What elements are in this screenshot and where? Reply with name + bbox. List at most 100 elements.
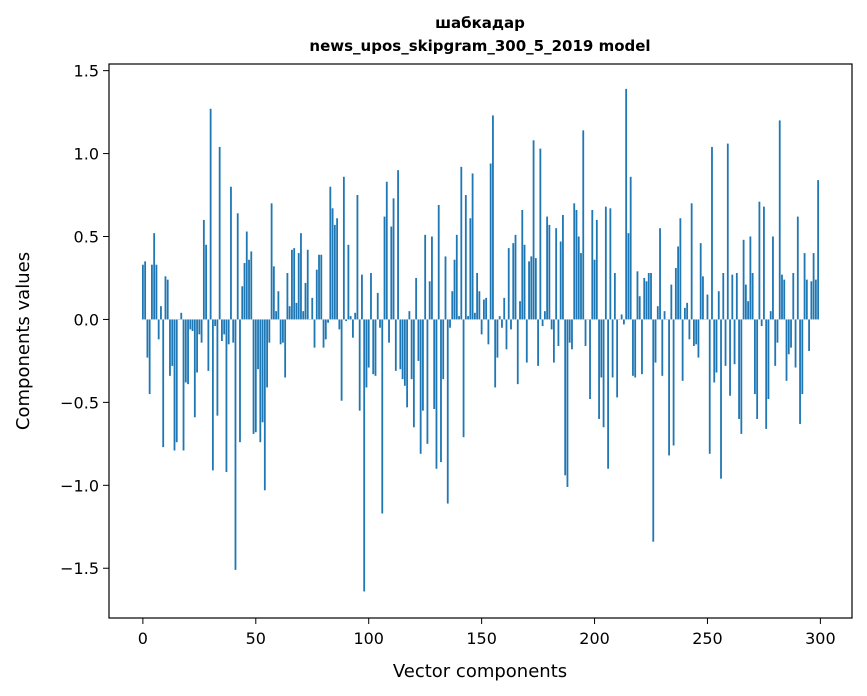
bar <box>270 203 273 320</box>
bar <box>575 209 578 320</box>
bar <box>683 307 686 320</box>
bar <box>769 311 772 320</box>
bar <box>221 319 223 341</box>
bar <box>153 233 156 320</box>
bar <box>263 319 266 491</box>
bar <box>774 319 777 366</box>
bar <box>187 319 189 385</box>
x-axis: 0 50 100 150 200 250 300 <box>138 618 836 648</box>
bar <box>629 176 632 320</box>
bar <box>426 319 429 444</box>
x-tick-label: 50 <box>246 629 266 648</box>
bar <box>530 256 533 320</box>
bar <box>379 319 381 328</box>
bar <box>216 319 219 416</box>
bar <box>681 319 684 381</box>
bar <box>668 319 670 456</box>
bar <box>234 319 237 570</box>
bar <box>313 319 316 348</box>
bar <box>422 319 424 411</box>
bar <box>315 269 318 320</box>
bar <box>559 241 562 320</box>
bar <box>458 316 460 320</box>
bar <box>564 319 567 476</box>
bar <box>525 319 528 363</box>
bar <box>729 319 731 396</box>
bar <box>191 319 194 332</box>
bar <box>492 115 494 320</box>
bar <box>699 243 702 320</box>
bar <box>623 319 625 325</box>
bar <box>620 314 623 320</box>
bar <box>711 146 713 320</box>
bar <box>259 319 262 443</box>
bar <box>799 319 801 424</box>
bar <box>722 272 725 320</box>
bar <box>810 281 813 320</box>
bar <box>266 319 268 388</box>
bar <box>753 319 756 395</box>
bar <box>505 319 508 350</box>
bar <box>489 163 492 320</box>
bar <box>803 253 806 320</box>
bar <box>659 228 661 320</box>
bar <box>437 204 440 320</box>
bar <box>446 319 449 504</box>
bar <box>763 206 765 320</box>
bar <box>415 277 418 320</box>
bar <box>272 266 275 320</box>
bar <box>519 301 521 320</box>
bar <box>672 319 675 446</box>
bar <box>236 213 239 320</box>
bar <box>243 263 246 320</box>
bar <box>254 319 257 433</box>
bar <box>482 299 485 320</box>
bar <box>702 276 704 320</box>
bar <box>636 271 639 320</box>
bar <box>611 319 614 378</box>
bar <box>647 272 650 320</box>
bar <box>580 253 582 320</box>
bar <box>543 311 546 320</box>
bar <box>498 316 501 320</box>
bar <box>329 186 332 320</box>
bar <box>444 256 447 320</box>
y-tick-label: −1.0 <box>60 476 99 495</box>
y-tick-label: −1.5 <box>60 559 99 578</box>
x-tick-label: 300 <box>805 629 836 648</box>
bar <box>376 292 379 320</box>
x-axis-label: Vector components <box>393 661 567 682</box>
bar <box>248 259 250 320</box>
bar <box>151 264 153 320</box>
bar <box>324 319 327 340</box>
bar <box>645 281 648 320</box>
bar <box>783 279 786 320</box>
bar <box>349 316 352 320</box>
bar <box>146 319 149 358</box>
bar <box>584 319 587 346</box>
bar <box>731 274 734 320</box>
bar <box>200 319 203 343</box>
bar <box>670 284 673 320</box>
bar <box>808 319 810 351</box>
bar <box>440 319 442 463</box>
bar <box>383 216 386 320</box>
y-axis: −1.5 −1.0 −0.5 0.0 0.5 1.0 1.5 <box>60 62 109 578</box>
bar <box>390 226 393 320</box>
bar <box>521 209 524 320</box>
bar <box>245 231 248 320</box>
bar <box>449 319 451 328</box>
bar <box>338 319 341 330</box>
bar <box>652 319 655 542</box>
bar <box>196 319 198 373</box>
bar <box>812 253 815 320</box>
bar <box>304 282 307 320</box>
bar <box>467 316 469 320</box>
bar <box>374 319 377 376</box>
bar <box>485 297 488 320</box>
bar <box>627 233 630 320</box>
bar <box>419 319 422 454</box>
bar <box>412 319 415 428</box>
bar <box>501 319 503 328</box>
bar <box>268 319 271 343</box>
